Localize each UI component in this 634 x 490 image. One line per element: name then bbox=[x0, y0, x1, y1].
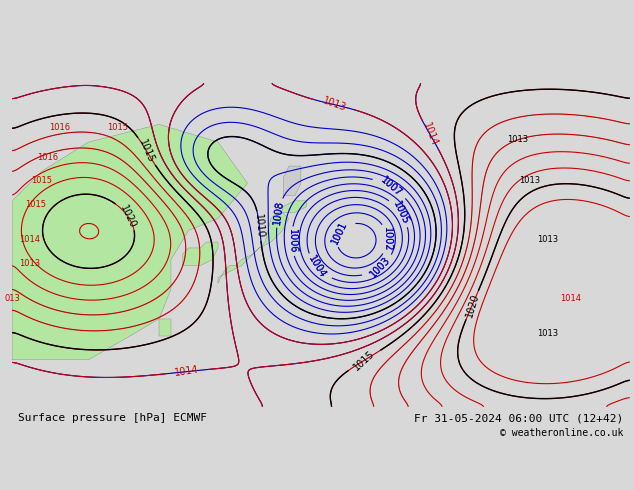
Text: 1014: 1014 bbox=[560, 294, 581, 303]
Text: Fr 31-05-2024 06:00 UTC (12+42): Fr 31-05-2024 06:00 UTC (12+42) bbox=[415, 413, 624, 423]
Text: 1006: 1006 bbox=[287, 229, 297, 254]
Text: 013: 013 bbox=[4, 294, 20, 303]
Text: 1015: 1015 bbox=[25, 200, 46, 209]
Text: 1016: 1016 bbox=[49, 123, 70, 132]
Text: 1006: 1006 bbox=[287, 229, 297, 254]
Text: 1015: 1015 bbox=[108, 123, 129, 132]
Text: 1003: 1003 bbox=[368, 255, 392, 279]
Text: 1004: 1004 bbox=[306, 254, 328, 280]
Text: 1013: 1013 bbox=[537, 235, 558, 244]
Text: 1008: 1008 bbox=[272, 200, 285, 226]
Text: 1005: 1005 bbox=[391, 200, 411, 226]
Text: 1005: 1005 bbox=[391, 200, 411, 226]
Text: 1003: 1003 bbox=[368, 255, 392, 279]
Text: 1020: 1020 bbox=[464, 292, 481, 318]
Text: 1001: 1001 bbox=[330, 220, 349, 246]
Text: 1014: 1014 bbox=[19, 235, 40, 244]
Text: 1007: 1007 bbox=[378, 175, 404, 199]
Text: 1002: 1002 bbox=[382, 227, 392, 251]
Text: 1007: 1007 bbox=[378, 175, 404, 199]
Text: 1013: 1013 bbox=[19, 259, 41, 268]
Text: 1013: 1013 bbox=[519, 176, 540, 185]
Text: 1020: 1020 bbox=[118, 203, 138, 230]
Text: 1013: 1013 bbox=[507, 135, 529, 144]
Text: 1002: 1002 bbox=[382, 227, 392, 251]
Text: 1014: 1014 bbox=[421, 122, 439, 148]
Text: 1015: 1015 bbox=[352, 348, 377, 372]
Text: 1014: 1014 bbox=[174, 365, 200, 378]
Text: 1008: 1008 bbox=[272, 200, 285, 226]
Text: Surface pressure [hPa] ECMWF: Surface pressure [hPa] ECMWF bbox=[18, 413, 207, 423]
Text: 1001: 1001 bbox=[330, 220, 349, 246]
Text: © weatheronline.co.uk: © weatheronline.co.uk bbox=[500, 428, 624, 438]
Text: 1004: 1004 bbox=[306, 254, 328, 280]
Text: 1010: 1010 bbox=[254, 214, 266, 239]
Text: 1015: 1015 bbox=[31, 176, 52, 185]
Text: 1013: 1013 bbox=[321, 96, 347, 114]
Text: 1016: 1016 bbox=[37, 153, 58, 162]
Text: 1013: 1013 bbox=[537, 329, 558, 338]
Text: 1015: 1015 bbox=[138, 138, 156, 165]
